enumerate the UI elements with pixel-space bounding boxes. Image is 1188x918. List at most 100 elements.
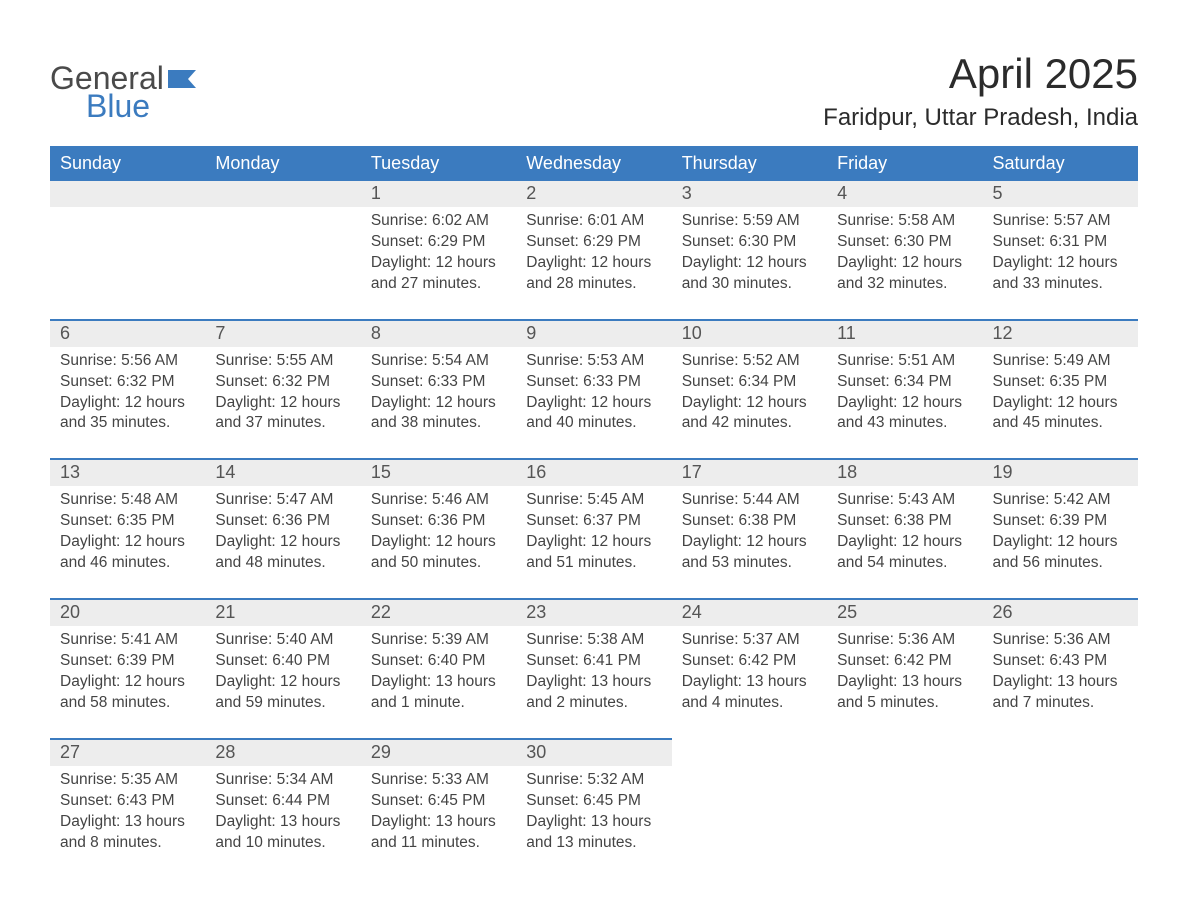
sunrise-text: Sunrise: 5:40 AM [215,630,350,651]
calendar-day-cell: 8Sunrise: 5:54 AMSunset: 6:33 PMDaylight… [361,320,516,460]
sunset-text: Sunset: 6:36 PM [371,511,506,532]
sunset-text: Sunset: 6:39 PM [60,651,195,672]
day-number: 23 [516,600,671,626]
calendar-day-cell: 12Sunrise: 5:49 AMSunset: 6:35 PMDayligh… [983,320,1138,460]
location: Faridpur, Uttar Pradesh, India [823,104,1138,132]
sunrise-text: Sunrise: 5:35 AM [60,770,195,791]
day-number: 16 [516,460,671,486]
daylight-text: Daylight: 12 hours and 42 minutes. [682,393,817,435]
sunrise-text: Sunrise: 5:43 AM [837,490,972,511]
daylight-text: Daylight: 13 hours and 10 minutes. [215,812,350,854]
sunrise-text: Sunrise: 5:55 AM [215,351,350,372]
logo: General Blue [50,50,206,122]
day-body: Sunrise: 5:48 AMSunset: 6:35 PMDaylight:… [50,486,205,574]
day-body: Sunrise: 5:33 AMSunset: 6:45 PMDaylight:… [361,766,516,854]
calendar-day-cell: 11Sunrise: 5:51 AMSunset: 6:34 PMDayligh… [827,320,982,460]
sunrise-text: Sunrise: 5:51 AM [837,351,972,372]
calendar-week-row: 6Sunrise: 5:56 AMSunset: 6:32 PMDaylight… [50,320,1138,460]
sunrise-text: Sunrise: 6:01 AM [526,211,661,232]
calendar-day-cell: 17Sunrise: 5:44 AMSunset: 6:38 PMDayligh… [672,459,827,599]
day-number: 24 [672,600,827,626]
day-number: 5 [983,181,1138,207]
sunset-text: Sunset: 6:33 PM [526,372,661,393]
calendar-day-cell: 14Sunrise: 5:47 AMSunset: 6:36 PMDayligh… [205,459,360,599]
header: General Blue April 2025 Faridpur, Uttar … [50,50,1138,142]
daylight-text: Daylight: 12 hours and 28 minutes. [526,253,661,295]
daylight-text: Daylight: 13 hours and 11 minutes. [371,812,506,854]
day-number: 30 [516,740,671,766]
calendar-day-cell: 18Sunrise: 5:43 AMSunset: 6:38 PMDayligh… [827,459,982,599]
daylight-text: Daylight: 12 hours and 48 minutes. [215,532,350,574]
day-number: 25 [827,600,982,626]
weekday-header: Thursday [672,146,827,181]
sunrise-text: Sunrise: 5:48 AM [60,490,195,511]
day-body: Sunrise: 5:36 AMSunset: 6:43 PMDaylight:… [983,626,1138,714]
sunset-text: Sunset: 6:40 PM [371,651,506,672]
calendar-day-cell: 6Sunrise: 5:56 AMSunset: 6:32 PMDaylight… [50,320,205,460]
day-body: Sunrise: 5:49 AMSunset: 6:35 PMDaylight:… [983,347,1138,435]
sunset-text: Sunset: 6:45 PM [526,791,661,812]
daylight-text: Daylight: 12 hours and 30 minutes. [682,253,817,295]
sunrise-text: Sunrise: 5:42 AM [993,490,1128,511]
day-body: Sunrise: 5:39 AMSunset: 6:40 PMDaylight:… [361,626,516,714]
day-number: 11 [827,321,982,347]
daylight-text: Daylight: 13 hours and 1 minute. [371,672,506,714]
day-body: Sunrise: 5:56 AMSunset: 6:32 PMDaylight:… [50,347,205,435]
day-number: 10 [672,321,827,347]
calendar-empty-cell [50,181,205,320]
logo-word2: Blue [86,90,164,122]
calendar-week-row: 1Sunrise: 6:02 AMSunset: 6:29 PMDaylight… [50,181,1138,320]
weekday-header: Sunday [50,146,205,181]
sunrise-text: Sunrise: 5:58 AM [837,211,972,232]
sunrise-text: Sunrise: 5:52 AM [682,351,817,372]
sunrise-text: Sunrise: 5:46 AM [371,490,506,511]
day-body: Sunrise: 5:37 AMSunset: 6:42 PMDaylight:… [672,626,827,714]
calendar-table: Sunday Monday Tuesday Wednesday Thursday… [50,146,1138,877]
daylight-text: Daylight: 12 hours and 54 minutes. [837,532,972,574]
day-body: Sunrise: 6:01 AMSunset: 6:29 PMDaylight:… [516,207,671,295]
daylight-text: Daylight: 13 hours and 13 minutes. [526,812,661,854]
daylight-text: Daylight: 13 hours and 7 minutes. [993,672,1128,714]
day-body: Sunrise: 5:40 AMSunset: 6:40 PMDaylight:… [205,626,360,714]
day-body: Sunrise: 6:02 AMSunset: 6:29 PMDaylight:… [361,207,516,295]
sunrise-text: Sunrise: 5:32 AM [526,770,661,791]
daylight-text: Daylight: 12 hours and 27 minutes. [371,253,506,295]
sunset-text: Sunset: 6:42 PM [682,651,817,672]
day-body: Sunrise: 5:57 AMSunset: 6:31 PMDaylight:… [983,207,1138,295]
calendar-day-cell: 5Sunrise: 5:57 AMSunset: 6:31 PMDaylight… [983,181,1138,320]
weekday-header: Tuesday [361,146,516,181]
day-number: 29 [361,740,516,766]
sunrise-text: Sunrise: 5:44 AM [682,490,817,511]
sunrise-text: Sunrise: 5:49 AM [993,351,1128,372]
sunset-text: Sunset: 6:38 PM [682,511,817,532]
sunset-text: Sunset: 6:34 PM [682,372,817,393]
sunset-text: Sunset: 6:39 PM [993,511,1128,532]
daylight-text: Daylight: 13 hours and 8 minutes. [60,812,195,854]
sunrise-text: Sunrise: 5:59 AM [682,211,817,232]
day-body: Sunrise: 5:52 AMSunset: 6:34 PMDaylight:… [672,347,827,435]
sunrise-text: Sunrise: 5:38 AM [526,630,661,651]
sunset-text: Sunset: 6:29 PM [371,232,506,253]
daylight-text: Daylight: 12 hours and 56 minutes. [993,532,1128,574]
sunrise-text: Sunrise: 5:54 AM [371,351,506,372]
day-number: 22 [361,600,516,626]
calendar-day-cell: 20Sunrise: 5:41 AMSunset: 6:39 PMDayligh… [50,599,205,739]
daylight-text: Daylight: 12 hours and 33 minutes. [993,253,1128,295]
sunset-text: Sunset: 6:31 PM [993,232,1128,253]
day-number: 4 [827,181,982,207]
calendar-week-row: 13Sunrise: 5:48 AMSunset: 6:35 PMDayligh… [50,459,1138,599]
day-number: 14 [205,460,360,486]
sunrise-text: Sunrise: 5:34 AM [215,770,350,791]
day-body: Sunrise: 5:35 AMSunset: 6:43 PMDaylight:… [50,766,205,854]
day-body: Sunrise: 5:58 AMSunset: 6:30 PMDaylight:… [827,207,982,295]
day-body: Sunrise: 5:47 AMSunset: 6:36 PMDaylight:… [205,486,360,574]
sunset-text: Sunset: 6:35 PM [60,511,195,532]
daylight-text: Daylight: 13 hours and 4 minutes. [682,672,817,714]
sunset-text: Sunset: 6:40 PM [215,651,350,672]
calendar-day-cell: 21Sunrise: 5:40 AMSunset: 6:40 PMDayligh… [205,599,360,739]
sunset-text: Sunset: 6:38 PM [837,511,972,532]
daylight-text: Daylight: 12 hours and 37 minutes. [215,393,350,435]
daylight-text: Daylight: 12 hours and 51 minutes. [526,532,661,574]
calendar-day-cell: 30 Sunrise: 5:32 AMSunset: 6:45 PMDayligh… [516,739,671,878]
calendar-day-cell: 10Sunrise: 5:52 AMSunset: 6:34 PMDayligh… [672,320,827,460]
